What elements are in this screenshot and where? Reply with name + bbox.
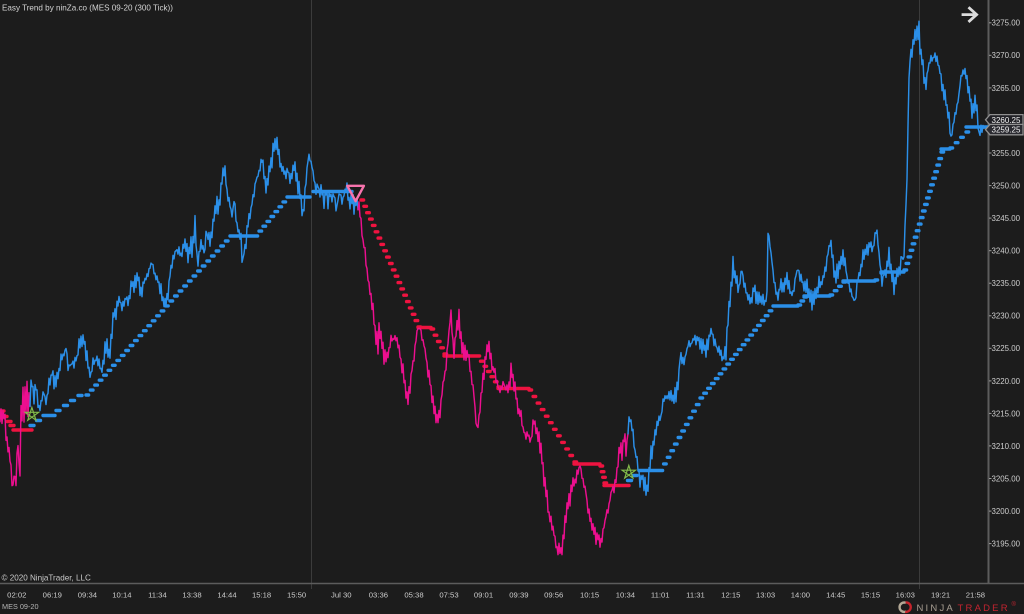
svg-text:NINJA: NINJA: [917, 603, 955, 614]
svg-text:3225.00: 3225.00: [992, 344, 1021, 353]
svg-text:3270.00: 3270.00: [992, 51, 1021, 60]
svg-text:11:31: 11:31: [686, 591, 705, 600]
svg-text:06:19: 06:19: [43, 591, 62, 600]
svg-text:14:44: 14:44: [217, 591, 237, 600]
svg-text:15:50: 15:50: [287, 591, 306, 600]
svg-text:© 2020 NinjaTrader, LLC: © 2020 NinjaTrader, LLC: [2, 574, 92, 583]
svg-text:10:34: 10:34: [616, 591, 636, 600]
svg-text:15:18: 15:18: [252, 591, 271, 600]
svg-text:09:01: 09:01: [474, 591, 493, 600]
svg-text:MES 09-20: MES 09-20: [2, 602, 39, 611]
svg-text:10:15: 10:15: [580, 591, 599, 600]
svg-text:03:36: 03:36: [369, 591, 388, 600]
svg-text:3259.25: 3259.25: [992, 126, 1021, 135]
svg-text:3265.00: 3265.00: [992, 84, 1021, 93]
svg-text:Easy Trend by ninZa.co (MES 09: Easy Trend by ninZa.co (MES 09-20 (300 T…: [2, 4, 173, 13]
svg-text:09:34: 09:34: [78, 591, 98, 600]
svg-text:3260.25: 3260.25: [992, 116, 1021, 125]
svg-text:®: ®: [1012, 601, 1017, 608]
svg-text:07:53: 07:53: [439, 591, 458, 600]
svg-text:3200.00: 3200.00: [992, 507, 1021, 516]
svg-text:3210.00: 3210.00: [992, 442, 1021, 451]
svg-text:3245.00: 3245.00: [992, 214, 1021, 223]
svg-text:21:58: 21:58: [966, 591, 985, 600]
svg-text:09:39: 09:39: [509, 591, 528, 600]
svg-text:3275.00: 3275.00: [992, 19, 1021, 28]
svg-text:12:15: 12:15: [721, 591, 740, 600]
svg-text:05:38: 05:38: [404, 591, 423, 600]
svg-text:09:56: 09:56: [544, 591, 563, 600]
svg-text:TRADER: TRADER: [958, 603, 1010, 614]
svg-text:19:21: 19:21: [931, 591, 950, 600]
svg-text:3250.00: 3250.00: [992, 182, 1021, 191]
svg-text:13:03: 13:03: [756, 591, 775, 600]
svg-text:Jul 30: Jul 30: [331, 591, 352, 600]
svg-text:16:03: 16:03: [896, 591, 915, 600]
svg-text:3220.00: 3220.00: [992, 377, 1021, 386]
svg-text:10:14: 10:14: [112, 591, 132, 600]
svg-text:13:38: 13:38: [182, 591, 201, 600]
svg-text:3240.00: 3240.00: [992, 247, 1021, 256]
svg-text:3255.00: 3255.00: [992, 149, 1021, 158]
svg-text:3215.00: 3215.00: [992, 409, 1021, 418]
svg-text:15:15: 15:15: [861, 591, 880, 600]
svg-text:3195.00: 3195.00: [992, 540, 1021, 549]
svg-text:3230.00: 3230.00: [992, 312, 1021, 321]
svg-text:02:02: 02:02: [7, 591, 26, 600]
svg-text:11:01: 11:01: [651, 591, 670, 600]
svg-text:3205.00: 3205.00: [992, 474, 1021, 483]
svg-text:14:00: 14:00: [791, 591, 810, 600]
svg-text:14:45: 14:45: [826, 591, 845, 600]
svg-text:3235.00: 3235.00: [992, 279, 1021, 288]
svg-text:11:34: 11:34: [148, 591, 167, 600]
